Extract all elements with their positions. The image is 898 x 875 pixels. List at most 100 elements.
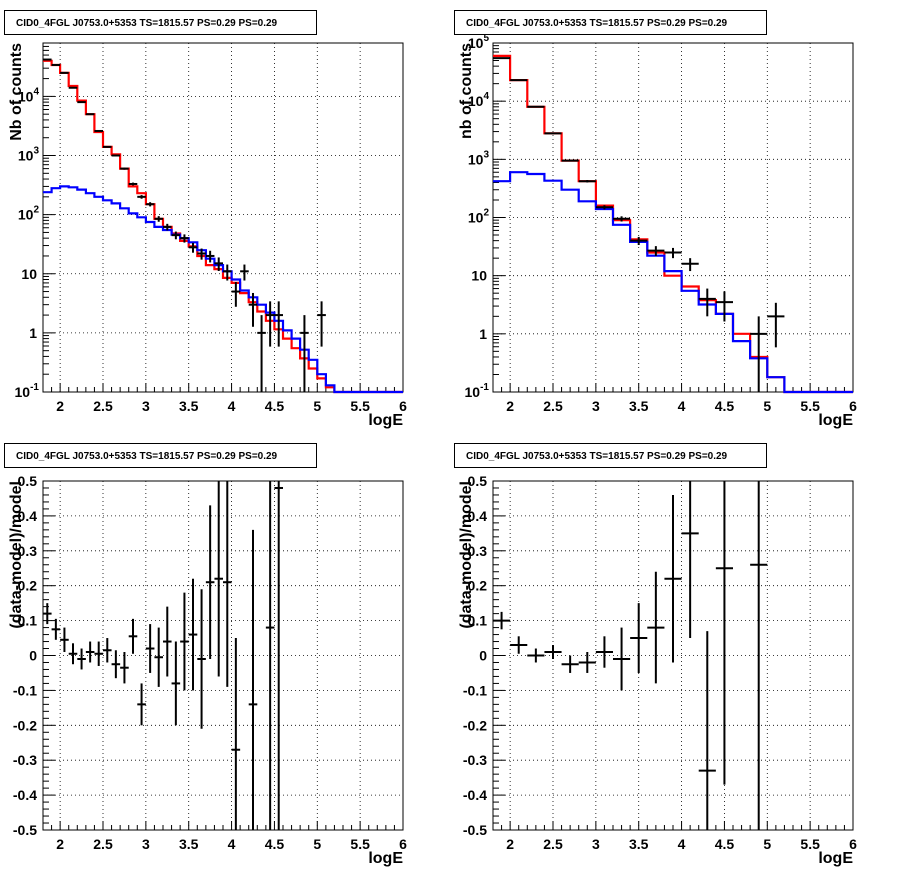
data-point — [681, 481, 699, 639]
y-tick-label: 0.5 — [18, 473, 38, 489]
y-tick-label: 104 — [468, 91, 490, 109]
data-point — [630, 603, 648, 673]
y-tick-label: 0.4 — [468, 508, 488, 524]
data-point — [180, 592, 189, 691]
data-point — [595, 205, 613, 210]
y-tick-label: 10 — [21, 266, 37, 282]
x-tick-label: 3.5 — [179, 398, 199, 414]
data-point — [664, 247, 682, 259]
x-tick-label: 6 — [399, 836, 407, 852]
data-point — [85, 641, 95, 663]
y-tick-label: 103 — [468, 149, 490, 167]
data-point — [578, 652, 596, 673]
data-point — [128, 182, 138, 186]
y-tick-label: 0 — [29, 648, 37, 664]
data-point — [647, 571, 665, 684]
data-point — [94, 641, 103, 666]
x-tick-label: 5.5 — [800, 836, 820, 852]
x-tick-label: 5.5 — [350, 836, 370, 852]
data-point — [248, 292, 258, 327]
data-point — [120, 167, 129, 170]
data-point — [274, 301, 283, 347]
y-tick-label: 0.4 — [18, 508, 38, 524]
data-point — [223, 264, 232, 281]
x-tick-label: 4 — [228, 398, 236, 414]
data-point — [223, 481, 232, 687]
x-tick-label: 5 — [763, 398, 771, 414]
data-point — [231, 282, 241, 307]
x-axis-label: logE — [818, 850, 853, 867]
y-tick-label: 102 — [468, 208, 490, 226]
data-point — [214, 481, 223, 677]
x-tick-label: 5 — [313, 398, 321, 414]
x-tick-label: 3 — [592, 836, 600, 852]
series-background — [43, 185, 403, 394]
data-point — [145, 202, 155, 207]
y-tick-label: -0.2 — [463, 717, 487, 733]
data-point — [103, 638, 112, 663]
data-point — [111, 154, 121, 157]
data-point — [715, 481, 733, 785]
x-tick-label: 2.5 — [543, 398, 563, 414]
y-tick-label: 103 — [18, 146, 40, 164]
y-tick-label: 0 — [479, 648, 487, 664]
y-tick-label: 0.1 — [468, 613, 488, 629]
x-tick-label: 4 — [678, 398, 686, 414]
y-tick-label: -0.2 — [13, 717, 37, 733]
x-tick-label: 5.5 — [800, 398, 820, 414]
chart-panel-4: CID0_4FGL J0753.0+5353 TS=1815.57 PS=0.2… — [454, 443, 857, 867]
x-axis-label: logE — [368, 412, 403, 429]
chart-panel-2: CID0_4FGL J0753.0+5353 TS=1815.57 PS=0.2… — [454, 10, 857, 429]
x-tick-label: 4.5 — [715, 836, 735, 852]
data-point — [197, 589, 206, 729]
data-point — [561, 655, 579, 673]
x-tick-label: 3.5 — [629, 836, 649, 852]
data-point — [171, 231, 181, 240]
x-tick-label: 2 — [56, 836, 64, 852]
y-axis-label: Nb of counts — [8, 43, 25, 141]
data-point — [300, 315, 309, 392]
data-point — [120, 652, 129, 684]
data-point — [231, 638, 241, 830]
x-tick-label: 4 — [678, 836, 686, 852]
data-point — [205, 250, 215, 263]
data-point — [111, 650, 121, 679]
chart-title-box — [4, 10, 317, 35]
chart-title: CID0_4FGL J0753.0+5353 TS=1815.57 PS=0.2… — [466, 18, 728, 29]
y-tick-label: -0.4 — [463, 787, 487, 803]
data-point — [77, 101, 86, 104]
data-point — [317, 301, 326, 347]
data-point — [77, 648, 86, 670]
x-tick-label: 3 — [592, 398, 600, 414]
y-tick-label: -0.1 — [463, 682, 487, 698]
x-tick-label: 2 — [506, 398, 514, 414]
data-point — [274, 481, 283, 830]
data-point — [214, 257, 223, 272]
y-tick-label: -0.5 — [463, 822, 487, 838]
data-point — [493, 611, 511, 630]
chart-title: CID0_4FGL J0753.0+5353 TS=1815.57 PS=0.2… — [16, 18, 278, 29]
data-point — [527, 648, 545, 663]
x-tick-label: 4.5 — [715, 398, 735, 414]
x-tick-label: 2 — [506, 836, 514, 852]
data-point — [240, 264, 249, 281]
x-tick-label: 2.5 — [93, 398, 113, 414]
data-point — [681, 258, 699, 272]
series-background — [493, 171, 853, 394]
data-point — [767, 302, 785, 348]
y-tick-label: 104 — [18, 86, 40, 104]
y-tick-label: 0.2 — [468, 578, 488, 594]
y-tick-label: 1 — [479, 326, 487, 342]
data-point — [85, 113, 95, 116]
x-tick-label: 3 — [142, 398, 150, 414]
y-axis-label: (data-model)/model — [8, 481, 25, 629]
series-total-model — [493, 54, 853, 394]
chart-panel-3: CID0_4FGL J0753.0+5353 TS=1815.57 PS=0.2… — [4, 443, 407, 867]
chart-title: CID0_4FGL J0753.0+5353 TS=1815.57 PS=0.2… — [16, 451, 278, 462]
data-point — [630, 236, 648, 245]
x-tick-label: 2.5 — [543, 836, 563, 852]
x-tick-label: 5.5 — [350, 398, 370, 414]
plot-frame — [42, 42, 404, 393]
y-tick-label: -0.4 — [13, 787, 37, 803]
